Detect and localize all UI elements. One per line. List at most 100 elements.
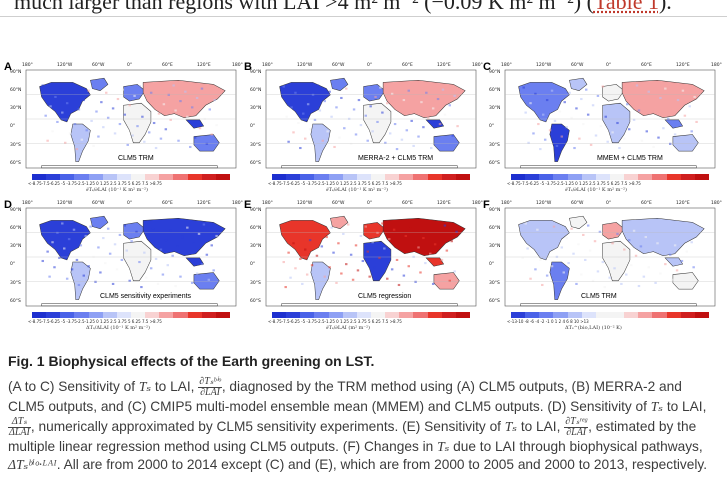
lat-tick: 60°S: [10, 298, 21, 304]
continent-africa: [123, 240, 152, 282]
grid-cell: [75, 148, 79, 151]
grid-cell: [157, 112, 161, 115]
grid-cell: [61, 222, 64, 225]
lon-tick: 60°W: [92, 63, 105, 68]
grid-cell: [618, 146, 621, 150]
grid-cell: [77, 283, 81, 287]
grid-cell: [349, 142, 353, 145]
grid-cell: [294, 267, 297, 270]
grid-cell: [193, 136, 197, 139]
grid-cell: [195, 96, 199, 100]
grid-cell: [333, 145, 336, 149]
grid-cell: [536, 228, 539, 231]
lon-tick: 0°: [606, 63, 612, 68]
figure-title: Fig. 1 Biophysical effects of the Earth …: [8, 353, 375, 369]
continent-africa: [363, 240, 392, 282]
grid-cell: [604, 115, 607, 118]
grid-cell: [138, 85, 141, 88]
grid-cell: [543, 138, 547, 141]
grid-cell: [526, 247, 529, 250]
lon-tick: 180°: [22, 201, 33, 206]
lat-tick: 30°N: [250, 106, 262, 112]
grid-cell: [287, 140, 290, 143]
continent-europe: [602, 222, 625, 240]
continent-greenland: [569, 77, 588, 91]
panel-letter: D: [4, 199, 12, 211]
grid-cell: [174, 109, 177, 112]
grid-cell: [570, 227, 573, 230]
grid-cell: [532, 132, 535, 135]
grid-cell: [152, 121, 156, 125]
grid-cell: [425, 91, 428, 94]
continent-australia: [193, 134, 220, 152]
grid-cell: [524, 111, 527, 114]
grid-cell: [692, 266, 695, 269]
continent-seasia: [185, 119, 205, 129]
grid-cell: [548, 129, 552, 132]
grid-cell: [130, 240, 133, 243]
grid-cell: [325, 235, 328, 239]
grid-cell: [49, 105, 52, 108]
grid-cell: [560, 246, 564, 249]
continent-namerica: [39, 82, 91, 123]
grid-cell: [681, 89, 685, 92]
grid-cell: [143, 251, 146, 254]
continent-seasia: [425, 119, 445, 129]
grid-cell: [640, 139, 644, 142]
grid-cell: [575, 282, 578, 285]
grid-cell: [669, 253, 672, 256]
grid-cell: [545, 274, 549, 277]
grid-cell: [290, 106, 293, 109]
grid-cell: [73, 123, 77, 126]
grid-cell: [386, 277, 389, 280]
grid-cell: [637, 284, 641, 288]
grid-cell: [284, 286, 287, 289]
lon-tick: 120°W: [536, 201, 552, 206]
panel-letter: C: [483, 61, 491, 73]
grid-cell: [678, 234, 682, 238]
grid-cell: [693, 95, 696, 98]
colorbar-ticks: <-13-10 -8 -6 -4 -2 -1 0 1 2 4 6 8 10 >1…: [507, 319, 589, 324]
grid-cell: [123, 113, 127, 116]
lon-tick: 60°W: [92, 201, 105, 206]
grid-cell: [572, 252, 575, 255]
grid-cell: [51, 241, 54, 244]
grid-cell: [56, 231, 59, 234]
grid-cell: [53, 266, 56, 269]
grid-cell: [673, 133, 677, 136]
grid-cell: [189, 145, 192, 149]
grid-cell: [402, 99, 406, 102]
grid-cell: [347, 117, 351, 120]
colorbar: [511, 312, 709, 318]
lon-tick: 120°E: [197, 63, 211, 68]
grid-cell: [164, 128, 168, 131]
table-1-link[interactable]: Table 1: [593, 0, 659, 14]
continent-antarctica: [520, 303, 697, 307]
continent-namerica: [518, 82, 570, 123]
grid-cell: [136, 125, 139, 128]
grid-cell: [210, 244, 213, 247]
grid-cell: [167, 93, 170, 96]
grid-cell: [654, 281, 657, 284]
continent-samerica: [310, 123, 331, 162]
lat-tick: 60°N: [489, 88, 501, 94]
grid-cell: [113, 243, 117, 246]
lon-tick: 60°W: [332, 63, 345, 68]
lon-tick: 120°E: [676, 63, 690, 68]
grid-cell: [601, 261, 605, 264]
grid-cell: [598, 230, 602, 233]
lon-tick: 0°: [367, 63, 373, 68]
grid-cell: [44, 114, 47, 117]
grid-cell: [308, 239, 312, 242]
grid-cell: [84, 234, 87, 238]
colorbar-label: ΔTₛ^(bio,LAI) (10⁻² K): [565, 325, 622, 331]
grid-cell: [308, 128, 312, 131]
continent-antarctica: [281, 165, 458, 169]
grid-cell: [415, 110, 418, 113]
grid-cell: [97, 135, 100, 138]
lon-tick: 180°: [262, 201, 273, 206]
colorbar: [32, 174, 230, 180]
grid-cell: [212, 269, 215, 272]
grid-cell: [443, 224, 447, 227]
grid-cell: [596, 94, 600, 97]
